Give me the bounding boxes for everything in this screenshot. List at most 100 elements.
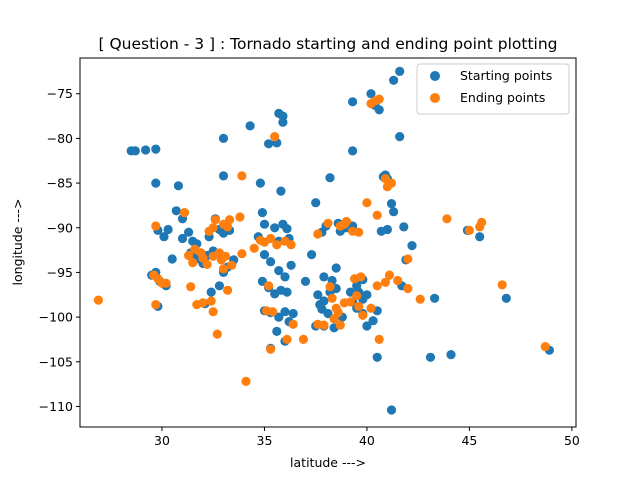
point-starting-points-86	[313, 290, 323, 300]
point-ending-points-6	[151, 300, 161, 310]
point-ending-points-72	[356, 272, 366, 282]
point-starting-points-15	[167, 254, 177, 264]
point-starting-points-112	[362, 321, 372, 331]
point-ending-points-44	[264, 281, 274, 291]
point-starting-points-108	[362, 290, 372, 300]
y-tick-label: −75	[47, 86, 73, 101]
point-ending-points-29	[225, 215, 235, 225]
point-ending-points-54	[313, 229, 323, 239]
point-starting-points-56	[282, 224, 292, 234]
point-starting-points-51	[259, 219, 270, 229]
y-tick-label: −85	[47, 176, 73, 191]
point-ending-points-85	[382, 182, 392, 192]
point-starting-points-136	[430, 293, 440, 303]
x-tick-label: 30	[154, 433, 170, 448]
point-ending-points-18	[186, 282, 196, 292]
x-tick-label: 35	[257, 433, 273, 448]
point-ending-points-88	[403, 254, 413, 264]
point-starting-points-129	[395, 66, 405, 76]
point-ending-points-41	[272, 240, 282, 250]
legend: Starting points Ending points	[416, 63, 570, 115]
point-starting-points-41	[218, 171, 229, 181]
y-tick-label: −90	[47, 220, 73, 235]
point-starting-points-131	[399, 222, 409, 232]
point-starting-points-16	[171, 206, 181, 216]
point-starting-points-43	[264, 139, 274, 149]
point-ending-points-78	[372, 210, 382, 220]
point-starting-points-1	[130, 146, 140, 156]
point-starting-points-62	[286, 260, 296, 270]
point-starting-points-67	[282, 287, 292, 297]
point-starting-points-58	[259, 250, 270, 260]
point-ending-points-77	[362, 198, 372, 208]
point-ending-points-92	[464, 225, 474, 235]
point-starting-points-116	[366, 89, 376, 99]
point-starting-points-122	[386, 199, 397, 209]
point-starting-points-113	[368, 316, 378, 326]
point-starting-points-70	[274, 312, 284, 322]
point-ending-points-57	[327, 293, 337, 303]
point-ending-points-94	[477, 217, 487, 227]
point-starting-points-40	[218, 133, 229, 143]
point-ending-points-30	[235, 212, 245, 222]
point-ending-points-40	[266, 233, 276, 244]
point-ending-points-21	[206, 296, 216, 306]
point-ending-points-74	[380, 277, 390, 287]
plot-frame	[79, 57, 577, 428]
point-ending-points-4	[161, 278, 171, 288]
point-ending-points-76	[354, 227, 364, 237]
point-starting-points-18	[177, 233, 188, 244]
point-starting-points-49	[276, 186, 286, 196]
point-starting-points-135	[425, 352, 436, 362]
point-starting-points-4	[151, 178, 161, 188]
point-starting-points-128	[389, 75, 399, 85]
point-ending-points-47	[268, 307, 278, 317]
point-starting-points-52	[257, 208, 267, 218]
point-starting-points-83	[319, 272, 329, 282]
point-ending-points-69	[358, 310, 368, 320]
point-ending-points-7	[179, 208, 190, 218]
point-starting-points-61	[280, 272, 290, 282]
point-starting-points-13	[163, 224, 173, 235]
point-starting-points-3	[151, 144, 161, 154]
legend-marker-ending-points	[430, 93, 440, 103]
point-starting-points-118	[374, 105, 384, 115]
point-ending-points-53	[319, 320, 329, 330]
point-ending-points-33	[223, 285, 233, 295]
point-starting-points-5	[173, 181, 183, 191]
point-starting-points-82	[325, 173, 335, 183]
point-starting-points-12	[159, 232, 169, 242]
x-tick-label: 40	[359, 433, 375, 448]
y-axis-label: longitude --->	[10, 199, 25, 286]
point-ending-points-37	[249, 243, 259, 253]
point-starting-points-125	[376, 226, 386, 236]
point-starting-points-59	[266, 257, 276, 267]
point-starting-points-19	[184, 227, 194, 237]
point-ending-points-90	[415, 294, 425, 304]
point-starting-points-48	[255, 178, 265, 188]
point-ending-points-0	[93, 295, 103, 305]
legend-marker-starting-points	[430, 71, 440, 81]
point-ending-points-22	[208, 307, 218, 317]
point-ending-points-70	[366, 303, 376, 313]
y-tick-label: −95	[47, 265, 73, 280]
point-starting-points-137	[446, 350, 456, 360]
point-ending-points-89	[403, 283, 413, 294]
legend-label-starting-points: Starting points	[460, 68, 552, 83]
legend-frame	[416, 63, 570, 115]
point-starting-points-85	[331, 263, 341, 273]
point-ending-points-28	[223, 222, 233, 232]
point-ending-points-49	[282, 334, 292, 344]
chart-title: [ Question - 3 ] : Tornado starting and …	[98, 35, 557, 53]
point-starting-points-75	[272, 326, 282, 336]
point-ending-points-79	[374, 334, 384, 344]
point-ending-points-13	[202, 259, 212, 269]
y-axis: −75 −80 −85 −90 −95 −100 −105 −110	[39, 86, 80, 414]
point-ending-points-17	[220, 251, 231, 261]
point-starting-points-123	[389, 207, 399, 217]
point-ending-points-68	[354, 301, 364, 311]
point-ending-points-56	[325, 282, 335, 292]
point-ending-points-87	[393, 275, 403, 286]
y-tick-label: −80	[47, 131, 73, 146]
